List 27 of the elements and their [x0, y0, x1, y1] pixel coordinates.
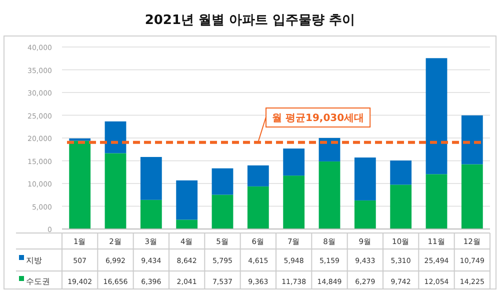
bar [247, 186, 269, 229]
bar [247, 165, 269, 186]
bar [104, 121, 126, 154]
bar [212, 194, 234, 229]
legend-label: 수도권 [26, 277, 50, 286]
bar [461, 115, 483, 164]
bar [461, 164, 483, 229]
bar [390, 184, 412, 229]
bar [104, 153, 126, 229]
bar [318, 138, 340, 162]
bar [354, 158, 376, 200]
bar [390, 160, 412, 185]
bar [69, 140, 91, 229]
bar [354, 200, 376, 229]
bar [140, 156, 162, 200]
bar [318, 161, 340, 229]
bar [426, 58, 448, 174]
bar [283, 148, 305, 176]
bar [176, 180, 198, 220]
chart-title: 2021년 월별 아파트 입주물량 추이 [144, 13, 356, 28]
legend-label: 지방 [26, 256, 42, 265]
bar [283, 176, 305, 229]
bar [140, 200, 162, 229]
bar [176, 220, 198, 229]
bar [426, 174, 448, 229]
ref-line-label: 월 평균19,030세대 [272, 113, 364, 124]
bar [212, 168, 234, 195]
